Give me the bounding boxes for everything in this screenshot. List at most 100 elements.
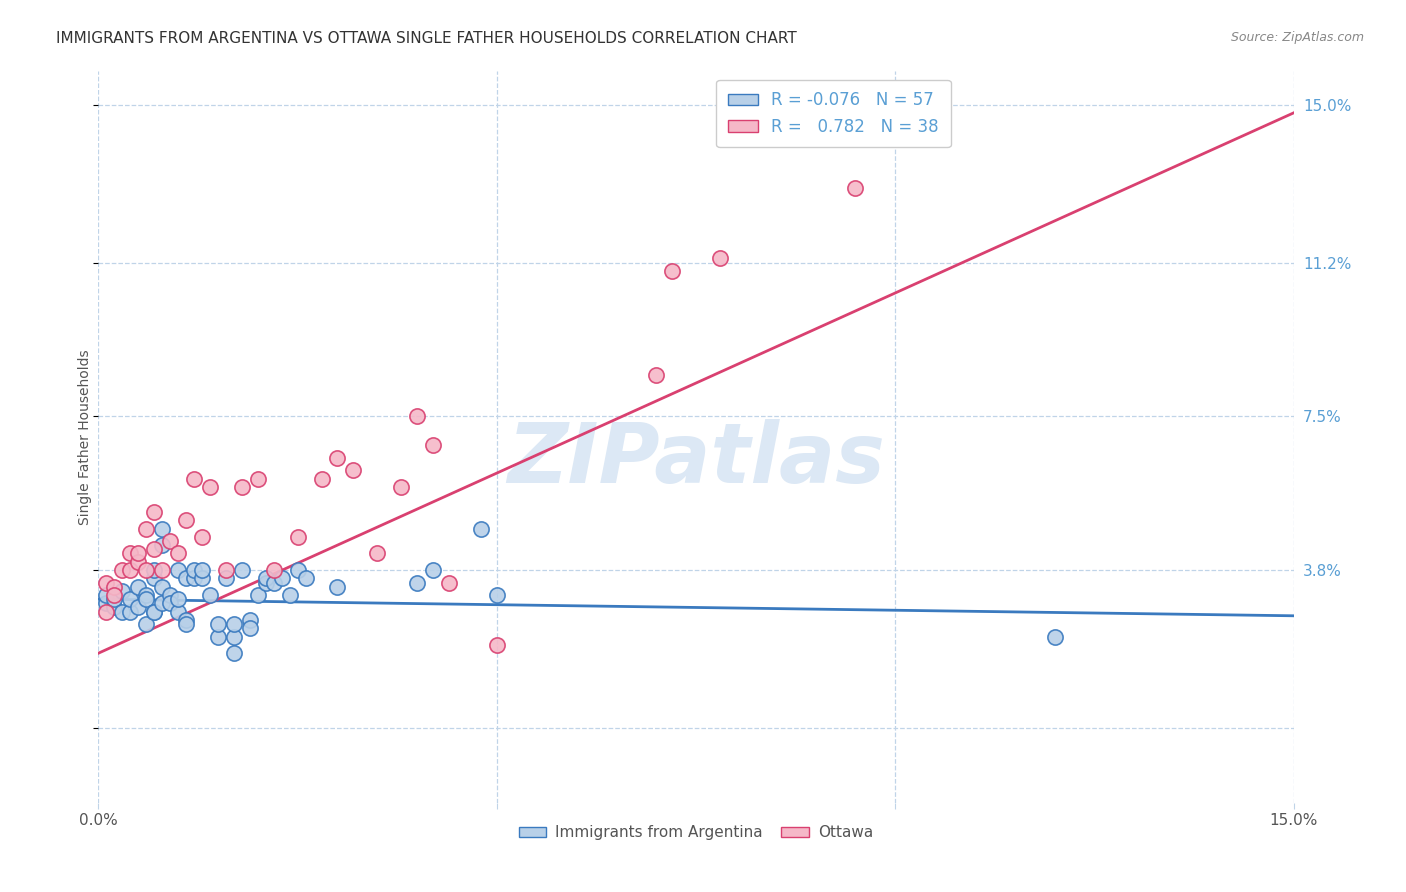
Point (254, 575, 277, 590)
Text: IMMIGRANTS FROM ARGENTINA VS OTTAWA SINGLE FATHER HOUSEHOLDS CORRELATION CHART: IMMIGRANTS FROM ARGENTINA VS OTTAWA SING… (56, 31, 797, 46)
Point (263, 575, 285, 590)
Point (135, 592, 157, 607)
Point (198, 588, 221, 602)
Point (111, 563, 134, 577)
Point (174, 513, 197, 527)
Point (143, 563, 166, 577)
Point (174, 613, 197, 627)
Point (222, 617, 245, 632)
Point (167, 605, 190, 619)
Point (143, 605, 166, 619)
Point (231, 563, 253, 577)
Point (120, 563, 142, 577)
Point (326, 450, 349, 465)
Point (143, 542, 166, 557)
Point (207, 630, 229, 644)
Point (96, 575, 118, 590)
Point (96, 605, 118, 619)
Point (150, 580, 173, 594)
Point (111, 605, 134, 619)
Point (222, 630, 245, 644)
Point (215, 571, 238, 585)
Point (96, 588, 118, 602)
Point (127, 600, 149, 615)
Point (150, 538, 173, 552)
Point (103, 592, 125, 607)
Point (287, 563, 309, 577)
Point (183, 472, 205, 486)
Point (135, 588, 157, 602)
Point (239, 613, 262, 627)
Point (366, 546, 388, 560)
Point (167, 546, 190, 560)
Point (437, 575, 460, 590)
Point (294, 571, 316, 585)
Point (191, 563, 214, 577)
Point (183, 571, 205, 585)
Point (167, 592, 190, 607)
Point (150, 563, 173, 577)
Point (159, 588, 181, 602)
Point (127, 555, 149, 569)
Point (120, 592, 142, 607)
Point (159, 533, 181, 548)
Point (246, 588, 269, 602)
Point (143, 605, 166, 619)
Point (287, 530, 309, 544)
Point (844, 180, 866, 194)
Point (150, 521, 173, 535)
Point (263, 563, 285, 577)
Point (103, 600, 125, 615)
Point (254, 571, 277, 585)
Point (470, 521, 492, 535)
Point (1043, 630, 1066, 644)
Point (709, 252, 731, 266)
Point (485, 588, 508, 602)
Point (174, 571, 197, 585)
Point (239, 621, 262, 635)
Point (120, 546, 142, 560)
Point (389, 480, 412, 494)
Text: Source: ZipAtlas.com: Source: ZipAtlas.com (1230, 31, 1364, 45)
Y-axis label: Single Father Households: Single Father Households (79, 350, 93, 524)
Point (422, 563, 444, 577)
Point (215, 563, 238, 577)
Point (406, 575, 429, 590)
Point (150, 596, 173, 610)
Point (406, 409, 429, 424)
Point (135, 563, 157, 577)
Point (103, 588, 125, 602)
Point (127, 580, 149, 594)
Point (278, 588, 301, 602)
Point (174, 617, 197, 632)
Legend: Immigrants from Argentina, Ottawa: Immigrants from Argentina, Ottawa (513, 819, 879, 847)
Point (183, 563, 205, 577)
Point (159, 596, 181, 610)
Point (143, 571, 166, 585)
Point (135, 617, 157, 632)
Point (198, 480, 221, 494)
Point (103, 580, 125, 594)
Point (143, 505, 166, 519)
Point (120, 605, 142, 619)
Point (342, 463, 364, 477)
Point (127, 546, 149, 560)
Point (645, 368, 668, 382)
Point (485, 638, 508, 652)
Point (191, 571, 214, 585)
Point (207, 617, 229, 632)
Point (326, 580, 349, 594)
Point (311, 472, 333, 486)
Point (246, 472, 269, 486)
Point (231, 480, 253, 494)
Point (167, 563, 190, 577)
Point (191, 530, 214, 544)
Point (135, 521, 157, 535)
Point (661, 264, 683, 278)
Point (222, 646, 245, 660)
Point (270, 571, 292, 585)
Point (96, 596, 118, 610)
Text: ZIPatlas: ZIPatlas (508, 418, 884, 500)
Point (111, 583, 134, 598)
Point (422, 438, 444, 452)
